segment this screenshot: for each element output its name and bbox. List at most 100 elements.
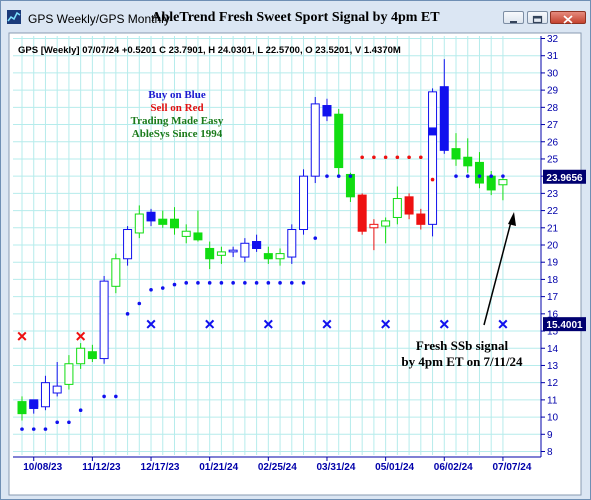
candle-body — [40, 382, 50, 408]
stop-dot — [454, 174, 458, 178]
y-tick-label: 8 — [547, 447, 553, 458]
candle-body — [158, 218, 168, 225]
x-marker — [381, 319, 391, 329]
stop-dot — [114, 394, 118, 399]
legend-text: Buy on Blue Sell on Red Trading Made Eas… — [131, 89, 224, 140]
candle-body — [404, 196, 414, 215]
title-bar[interactable]: GPS Weekly/GPS Monthly AbleTrend Fresh S… — [1, 1, 590, 33]
stop-dot — [67, 420, 71, 425]
minimize-icon — [510, 21, 517, 23]
candle-body — [169, 218, 179, 229]
y-tick-label: 10 — [547, 413, 559, 424]
y-tick-label: 16 — [547, 309, 559, 320]
app-icon — [7, 10, 21, 24]
annotation-arrow-shaft — [483, 217, 513, 326]
candle-body — [228, 249, 238, 253]
y-tick-label: 19 — [547, 258, 559, 269]
signal-box — [322, 105, 332, 114]
y-tick-label: 15 — [547, 327, 559, 338]
x-marker — [17, 331, 27, 341]
x-marker — [76, 331, 86, 341]
stop-dot — [325, 174, 329, 178]
candle-body — [52, 385, 62, 394]
annotation-arrow-head — [508, 212, 516, 226]
stop-dot — [348, 174, 353, 178]
candle-body — [334, 113, 344, 169]
candle-body — [392, 198, 402, 218]
y-tick-label: 25 — [547, 154, 559, 165]
price-label-bg — [543, 317, 586, 332]
x-axis: 10/08/23 11/12/23 12/17/23 01/21/24 02/25/24… — [23, 457, 532, 473]
candle-body — [193, 232, 203, 241]
x-tick-label: 02/25/24 — [258, 462, 297, 473]
y-tick-label: 9 — [547, 430, 553, 441]
price-label-bg — [543, 169, 586, 184]
x-marker — [498, 319, 508, 329]
annotation-line-1: Fresh SSb signal — [416, 338, 509, 353]
x-tick-label: 05/01/24 — [375, 462, 414, 473]
candle-body — [498, 179, 508, 186]
x-tick-label: 03/31/24 — [317, 462, 356, 473]
y-tick-label: 27 — [547, 120, 559, 131]
stop-dot — [219, 281, 224, 285]
stop-dot — [266, 281, 271, 285]
x-marker — [205, 319, 215, 329]
close-button[interactable] — [550, 11, 586, 24]
candle-body — [205, 247, 215, 260]
x-tick-label: 12/17/23 — [141, 462, 180, 473]
chart-marks — [17, 59, 508, 431]
stop-dot — [78, 408, 83, 413]
candle-body — [111, 258, 121, 287]
stop-dot — [102, 394, 106, 399]
y-tick-label: 26 — [547, 137, 559, 148]
x-tick-label: 06/02/24 — [434, 462, 473, 473]
x-marker — [263, 319, 273, 329]
stop-dot — [20, 427, 24, 431]
candle-body — [99, 280, 109, 360]
stop-dot — [172, 282, 177, 287]
maximize-icon — [532, 15, 543, 24]
signal-box — [146, 211, 156, 220]
x-marker — [439, 319, 449, 329]
stop-dot — [184, 281, 189, 285]
maximize-button[interactable] — [527, 11, 548, 24]
stop-dot — [465, 174, 470, 178]
chart-frame — [8, 32, 582, 496]
stop-dot — [160, 286, 165, 290]
grid — [13, 36, 542, 458]
minimize-button[interactable] — [503, 11, 524, 24]
x-tick-label: 10/08/23 — [23, 462, 62, 473]
y-tick-label: 18 — [547, 275, 559, 286]
candle-body — [428, 91, 438, 225]
y-tick-label: 29 — [547, 86, 559, 97]
y-tick-label: 11 — [547, 395, 558, 406]
candle-body — [64, 363, 74, 385]
candle-body — [357, 194, 367, 232]
stop-dot — [489, 174, 494, 178]
candle-body — [181, 230, 191, 237]
y-tick-label: 17 — [547, 292, 559, 303]
candle-body — [17, 401, 27, 415]
candle-body — [416, 213, 426, 225]
stop-dot — [137, 301, 142, 306]
candle-body — [486, 175, 496, 191]
x-tick-label: 11/12/23 — [82, 462, 121, 473]
stop-dot — [278, 281, 282, 285]
window-title: GPS Weekly/GPS Monthly — [28, 12, 170, 26]
stop-dot — [372, 155, 376, 160]
candle-body — [451, 148, 461, 160]
y-axis: 8910111213141516171819202122232425262728… — [541, 34, 586, 458]
signal-box — [29, 399, 39, 408]
stop-dot — [419, 155, 423, 160]
close-icon — [563, 15, 573, 24]
stop-dot — [360, 155, 364, 160]
stop-dot — [501, 174, 505, 178]
y-tick-label: 22 — [547, 206, 559, 217]
candle-body — [299, 175, 309, 231]
candle-body — [275, 253, 285, 260]
candle-body — [87, 351, 97, 360]
y-tick-label: 30 — [547, 68, 559, 79]
candle-body — [123, 229, 133, 260]
